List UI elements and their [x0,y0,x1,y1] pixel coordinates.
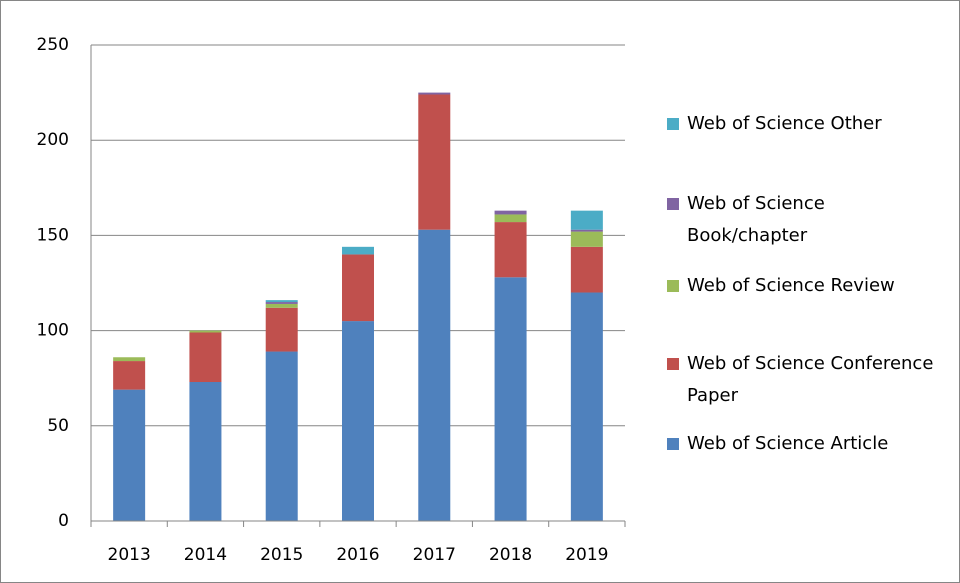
legend-swatch [667,198,679,210]
bar-segment [418,94,451,230]
bar-segment [113,389,146,521]
legend-item: Web of Science Article [667,428,942,460]
legend-swatch [667,358,679,370]
bar-segment [265,303,298,308]
legend-item: Web of Science Review [667,270,942,302]
bar-segment [189,332,222,383]
bar-segment [570,231,603,247]
x-tick-label: 2016 [336,545,379,565]
bar-segment [418,92,451,95]
bar-segment [342,246,374,255]
legend-label: Web of Science Article [687,433,889,454]
legend-swatch [667,118,679,130]
bar-segment [418,229,451,522]
bar-segment [265,302,298,304]
legend-label: Web of Science Other [687,113,882,134]
bar-segment [494,277,527,521]
bar-segment [570,292,603,521]
y-tick-label: 100 [37,321,69,341]
bar-segment [494,210,527,215]
legend-label: Web of Science Book/chapter [687,193,825,246]
bar-segment [570,210,603,230]
legend-item: Web of Science Other [667,108,942,140]
bar-segment [113,361,146,390]
bar-segment [494,222,527,278]
x-tick-label: 2019 [565,545,608,565]
x-tick-label: 2017 [413,545,456,565]
bar-segment [342,254,374,322]
x-tick-label: 2013 [108,545,151,565]
y-tick-label: 150 [37,225,69,245]
bar-segment [265,300,298,303]
legend-label: Web of Science Conference Paper [687,353,934,406]
bar-segment [570,246,603,293]
x-tick-label: 2018 [489,545,532,565]
y-tick-label: 50 [47,416,69,436]
legend-label: Web of Science Review [687,275,895,296]
legend-item: Web of Science Conference Paper [667,348,942,412]
bar-segment [265,307,298,352]
x-tick-label: 2015 [260,545,303,565]
y-tick-label: 0 [58,511,69,531]
legend-item: Web of Science Book/chapter [667,188,942,252]
x-tick-label: 2014 [184,545,227,565]
legend-swatch [667,438,679,450]
y-tick-label: 250 [37,35,69,55]
bar-segment [342,321,374,521]
bar-segment [189,330,222,333]
bar-segment [570,229,603,232]
y-tick-label: 200 [37,130,69,150]
bar-segment [113,357,146,362]
bar-segment [494,214,527,223]
bar-segment [189,382,222,521]
bar-segment [265,351,298,521]
legend-swatch [667,280,679,292]
